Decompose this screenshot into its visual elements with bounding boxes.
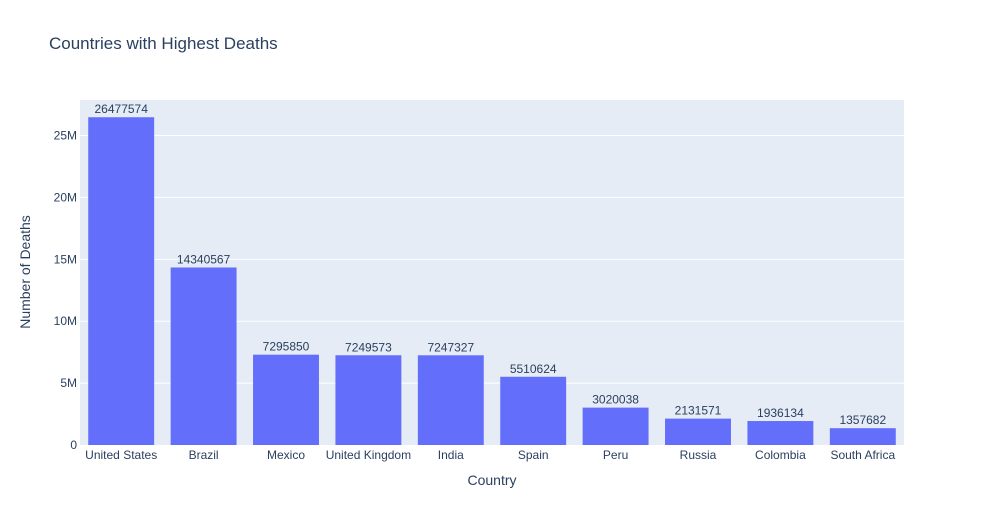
bar-value-label: 7295850 <box>263 340 310 354</box>
bar[interactable] <box>500 376 567 445</box>
bar[interactable] <box>747 421 814 445</box>
y-tick-label: 5M <box>60 376 77 390</box>
bar-value-label: 14340567 <box>177 252 231 266</box>
bar-value-labels: 26477574 14340567 7295850 7249573 7247327 551… <box>95 102 887 427</box>
x-tick-label: Mexico <box>267 448 305 462</box>
bar-value-label: 2131571 <box>675 404 722 418</box>
bar[interactable] <box>829 428 896 445</box>
bar-value-label: 26477574 <box>95 102 149 116</box>
bar-value-label: 1936134 <box>757 406 804 420</box>
x-tick-label: Peru <box>603 448 628 462</box>
x-tick-label: United States <box>85 448 157 462</box>
y-tick-label: 25M <box>54 129 77 143</box>
x-tick-label: Colombia <box>755 448 806 462</box>
x-axis-title: Country <box>467 472 516 488</box>
y-tick-label: 15M <box>54 252 77 266</box>
bar[interactable] <box>253 354 319 445</box>
chart-title: Countries with Highest Deaths <box>49 34 278 53</box>
bar[interactable] <box>665 418 731 445</box>
x-tick-label: United Kingdom <box>326 448 411 462</box>
bar-value-label: 7249573 <box>345 340 392 354</box>
y-tick-label: 20M <box>54 190 77 204</box>
x-axis-ticks: United States Brazil Mexico United Kingdom I… <box>85 448 895 462</box>
x-tick-label: Brazil <box>189 448 219 462</box>
bars <box>88 117 896 446</box>
bar[interactable] <box>417 355 484 445</box>
y-axis-ticks: 0 5M 10M 15M 20M 25M <box>54 129 78 452</box>
x-tick-label: South Africa <box>830 448 895 462</box>
bar[interactable] <box>170 267 237 445</box>
bar-value-label: 5510624 <box>510 362 557 376</box>
y-tick-label: 0 <box>70 438 77 452</box>
bar-value-label: 7247327 <box>427 340 474 354</box>
bar-value-label: 3020038 <box>592 393 639 407</box>
y-axis-title: Number of Deaths <box>17 215 33 329</box>
bar[interactable] <box>335 355 402 445</box>
bar[interactable] <box>88 117 155 446</box>
bar[interactable] <box>582 407 649 445</box>
bar-value-label: 1357682 <box>839 413 886 427</box>
x-tick-label: India <box>438 448 464 462</box>
x-tick-label: Russia <box>680 448 717 462</box>
y-tick-label: 10M <box>54 314 77 328</box>
x-tick-label: Spain <box>518 448 549 462</box>
